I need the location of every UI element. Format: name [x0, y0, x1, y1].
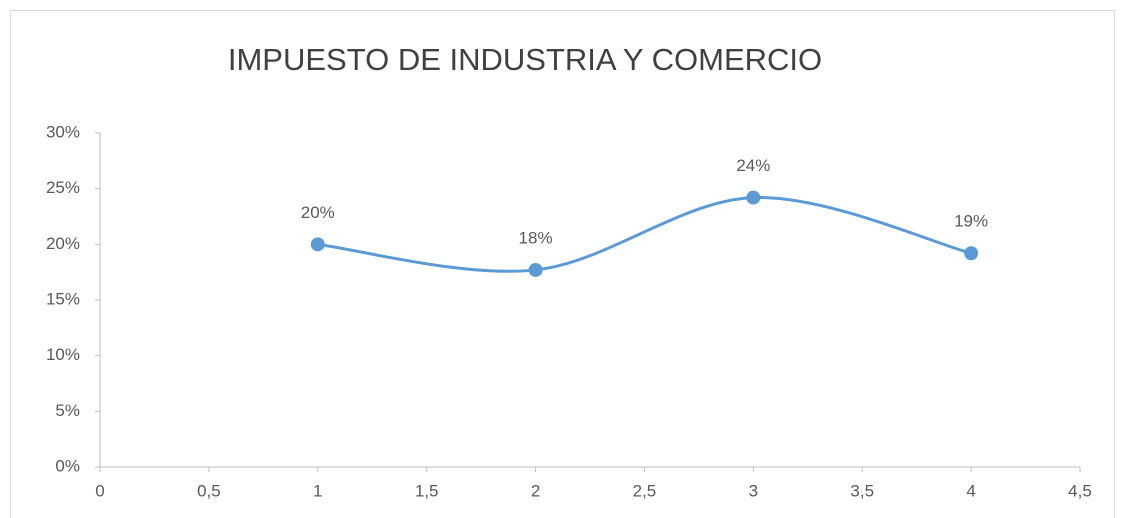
x-tick-label: 1,5	[415, 481, 439, 500]
chart-title: IMPUESTO DE INDUSTRIA Y COMERCIO	[228, 42, 822, 77]
x-tick-label: 2	[531, 481, 540, 500]
data-label: 19%	[954, 212, 988, 231]
x-tick-label: 2,5	[633, 481, 657, 500]
x-tick-label: 1	[313, 481, 322, 500]
data-label: 20%	[301, 203, 335, 222]
x-tick-label: 3,5	[850, 481, 874, 500]
y-tick-label: 20%	[46, 234, 80, 253]
y-tick-label: 10%	[46, 345, 80, 364]
y-tick-label: 30%	[46, 122, 80, 141]
line	[317, 196, 972, 273]
data-label: 24%	[736, 156, 770, 175]
y-tick-label: 25%	[46, 178, 80, 197]
marker	[528, 262, 543, 277]
y-tick-label: 0%	[55, 456, 80, 475]
marker	[746, 190, 761, 205]
x-tick-label: 0,5	[197, 481, 221, 500]
marker	[964, 246, 979, 261]
x-tick-label: 3	[749, 481, 758, 500]
x-tick-label: 0	[95, 481, 104, 500]
y-tick-label: 15%	[46, 289, 80, 308]
x-tick-label: 4	[966, 481, 975, 500]
data-label: 18%	[519, 228, 553, 247]
x-tick-label: 4,5	[1068, 481, 1092, 500]
marker	[310, 237, 325, 252]
y-tick-label: 5%	[55, 401, 80, 420]
